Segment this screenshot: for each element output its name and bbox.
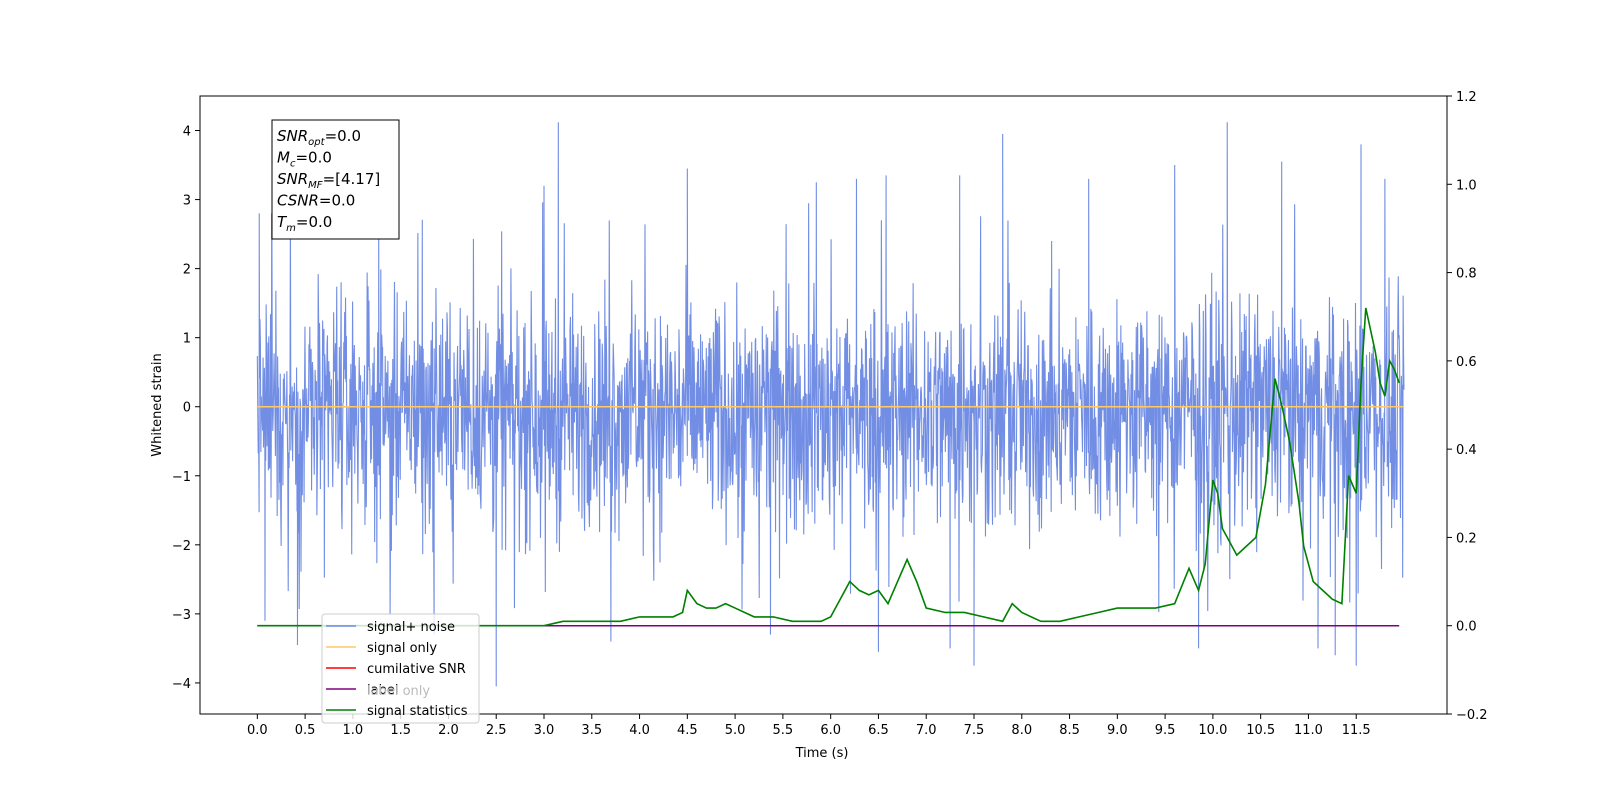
x-tick-label: 1.5 [390,723,411,738]
legend-hidden-text: label only [367,684,430,699]
x-tick-label: 11.5 [1342,723,1371,738]
annotation-line: SNRMF=[4.17] [277,170,380,191]
x-tick-label: 4.0 [629,723,650,738]
x-tick-label: 1.0 [343,723,364,738]
y2-tick-label: −0.2 [1456,708,1488,723]
y-tick-label: 2 [183,263,191,278]
legend-label-cumilative-snr: cumilative SNR [367,662,466,677]
x-tick-label: 7.5 [964,723,985,738]
x-tick-label: 0.0 [247,723,268,738]
x-tick-label: 2.5 [486,723,507,738]
x-tick-label: 3.0 [534,723,555,738]
y2-tick-label: 1.0 [1456,178,1477,193]
x-tick-label: 5.5 [773,723,794,738]
signal-noise-series [256,122,1405,687]
legend: signal+ noise signal only cumilative SNR la… [321,613,480,724]
x-tick-label: 0.5 [295,723,316,738]
x-tick-label: 4.5 [677,723,698,738]
x-tick-label: 9.5 [1155,723,1176,738]
x-tick-label: 6.0 [820,723,841,738]
x-tick-label: 8.5 [1059,723,1080,738]
y2-axis-ticks: 1.2 1.0 0.8 0.6 0.4 0.2 0.0 −0.2 [1447,90,1488,723]
x-tick-label: 3.5 [581,723,602,738]
plot-frame [199,95,1448,715]
y2-tick-label: 1.2 [1456,90,1477,105]
y2-tick-label: 0.8 [1456,267,1477,282]
x-axis-label: Time (s) [795,746,849,761]
legend-label-signal-noise: signal+ noise [367,620,455,635]
y-tick-label: −1 [172,470,191,485]
y-tick-label: −2 [172,539,191,554]
legend-label-signal-statistics: signal statistics [367,704,468,719]
x-tick-label: 6.5 [868,723,889,738]
x-tick-label: 10.0 [1198,723,1227,738]
x-tick-label: 9.0 [1107,723,1128,738]
legend-frame [321,613,480,724]
y-tick-label: −3 [172,608,191,623]
y-tick-label: 4 [183,125,191,140]
y-axis-label: Whitened strain [150,353,165,456]
x-tick-label: 2.0 [438,723,459,738]
x-tick-label: 8.0 [1011,723,1032,738]
x-tick-label: 7.0 [916,723,937,738]
y2-tick-label: 0.6 [1456,355,1477,370]
annotation-line: SNRopt=0.0 [277,127,361,148]
annotation-line: Tm=0.0 [277,213,332,234]
x-axis-ticks: 0.0 0.5 1.0 1.5 2.0 2.5 3.0 3.5 4.0 4.5 5.0 5.5 6.0 6… [247,714,1371,738]
y2-tick-label: 0.0 [1456,620,1477,635]
y-tick-label: 0 [183,401,191,416]
signal-noise-line [256,122,1405,687]
y-tick-label: −4 [172,677,191,692]
legend-label-label: label [367,683,398,698]
x-tick-label: 11.0 [1294,723,1323,738]
signal-statistics-line [257,307,1400,627]
y-axis-ticks: 4 3 2 1 0 −1 −2 −3 −4 [172,125,200,692]
annotation-line: Mc=0.0 [277,149,332,170]
y-tick-label: 1 [183,332,191,347]
y2-tick-label: 0.2 [1456,531,1477,546]
x-tick-label: 10.5 [1246,723,1275,738]
legend-label-signal-only: signal only [367,641,437,656]
y-tick-label: 3 [183,194,191,209]
annotation-box-frame [271,119,400,240]
x-tick-label: 5.0 [725,723,746,738]
y2-tick-label: 0.4 [1456,443,1477,458]
annotation-line: CSNR=0.0 [277,192,355,210]
